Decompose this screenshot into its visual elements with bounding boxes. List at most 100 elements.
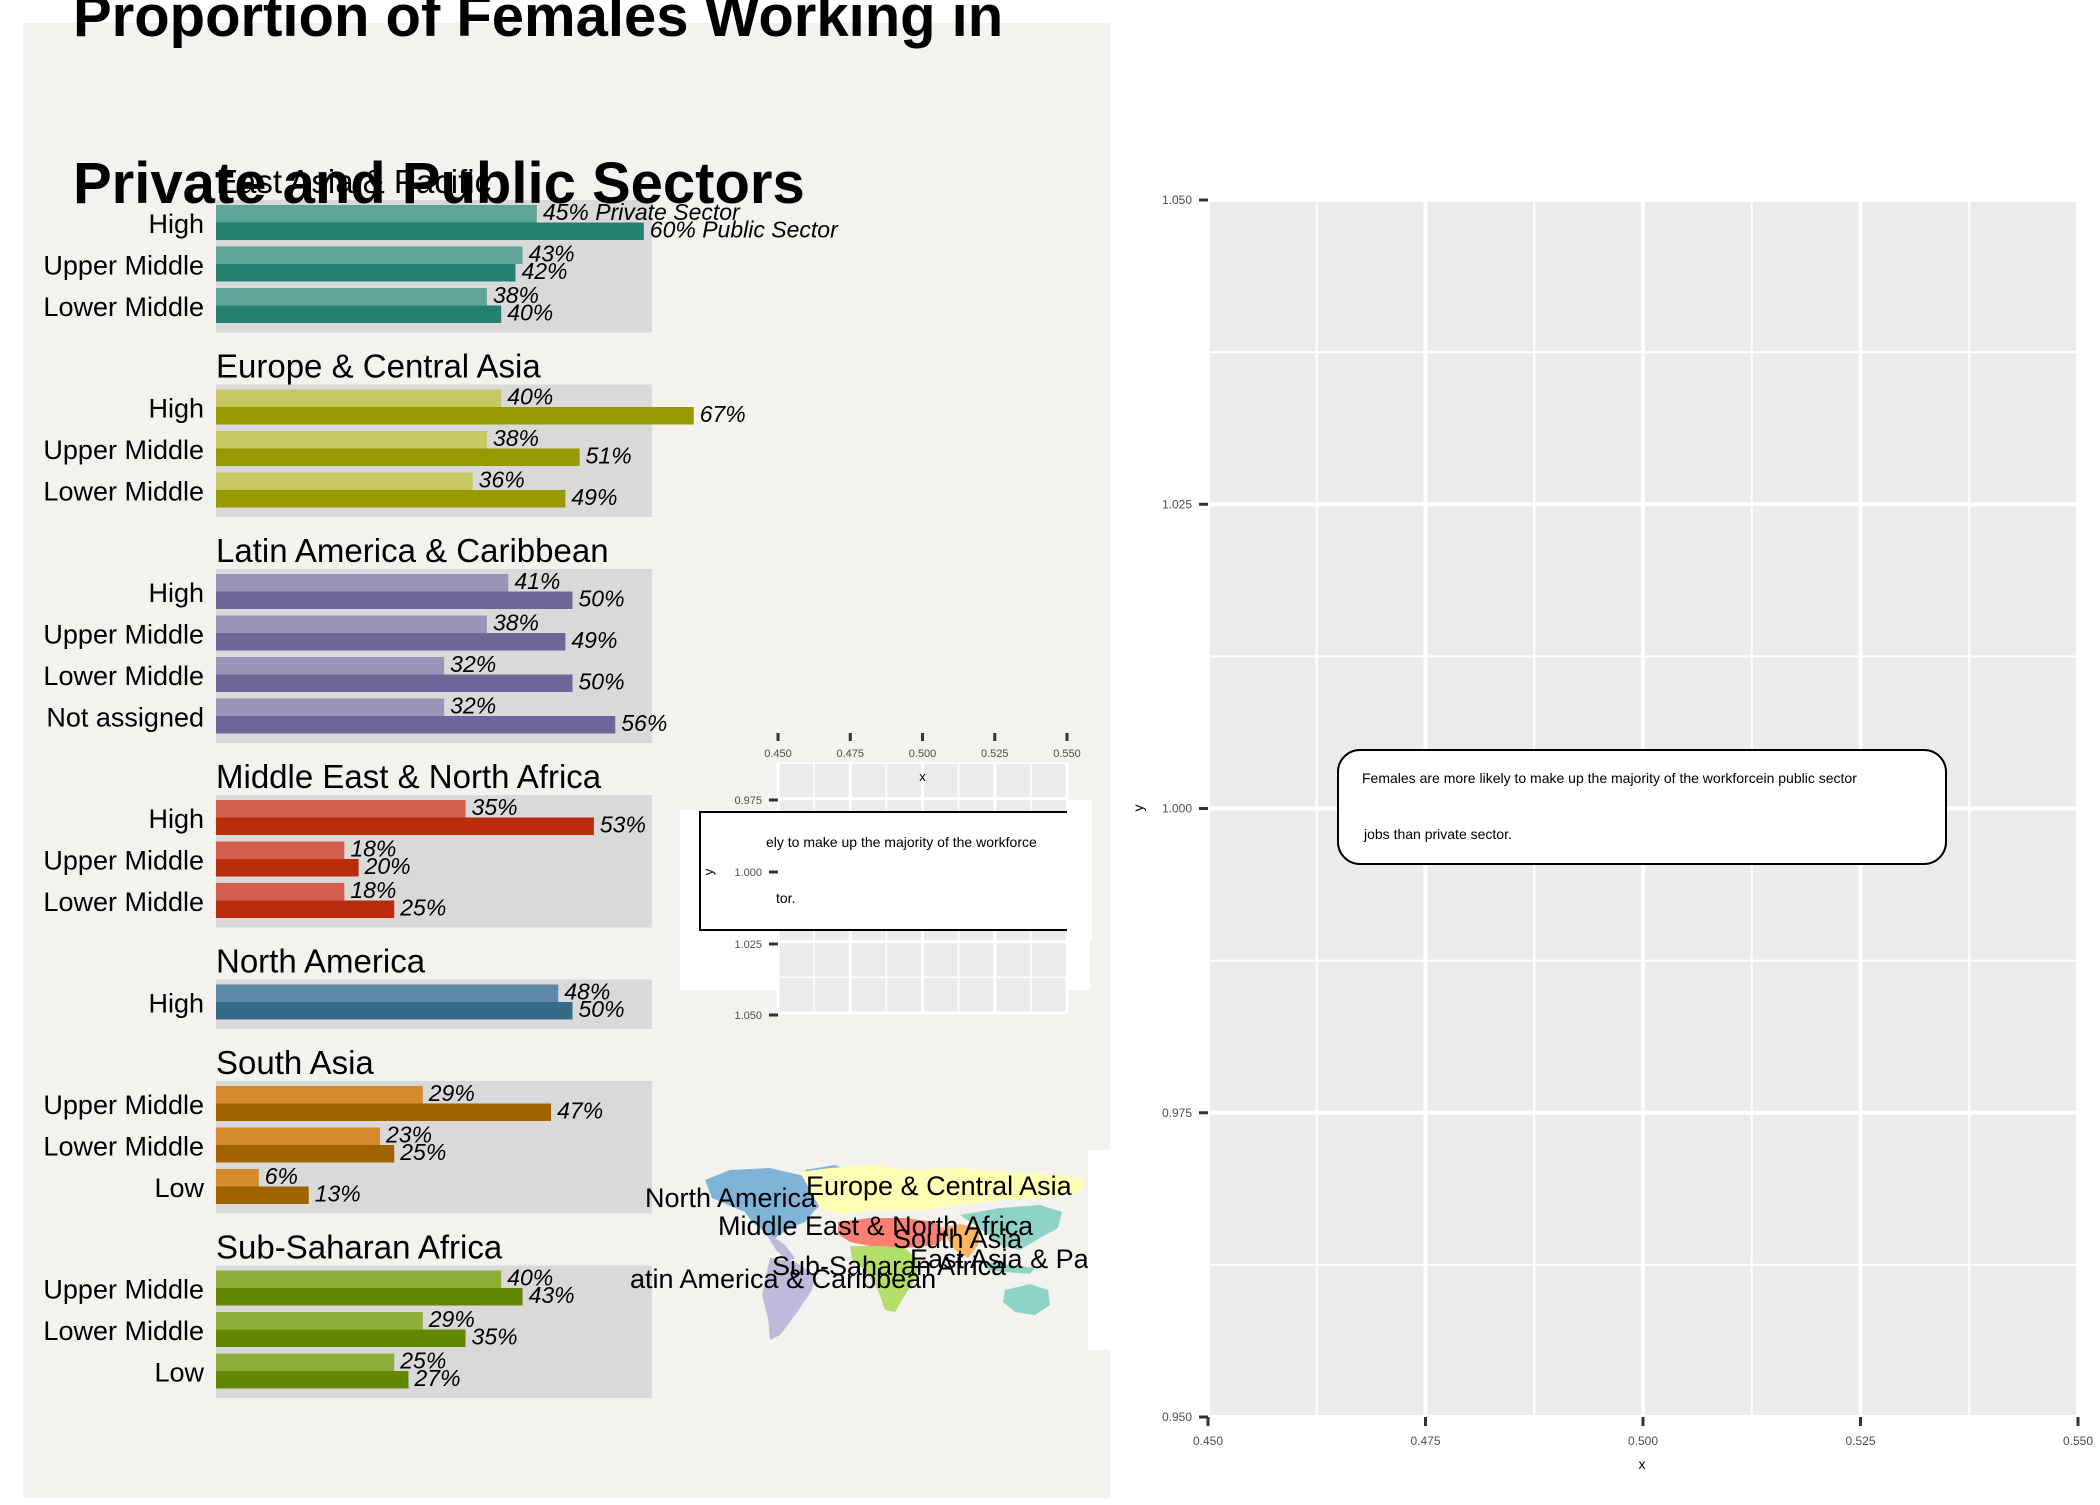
value-label-public: 49% xyxy=(571,627,617,653)
bar-public xyxy=(216,1288,523,1306)
annotation-plot: Females are more likely to make up the m… xyxy=(1130,193,2093,1472)
income-group-label: High xyxy=(148,209,204,239)
x-tick-label: 0.550 xyxy=(2063,1434,2093,1448)
map-label-south-asia: South Asia xyxy=(893,1224,1023,1254)
region-title: Latin America & Caribbean xyxy=(216,532,609,569)
value-label-public: 67% xyxy=(700,401,746,427)
bar-public xyxy=(216,222,644,240)
value-label-public: 51% xyxy=(586,443,632,469)
bar-private xyxy=(216,657,445,675)
bar-public xyxy=(216,1002,573,1020)
bar-private xyxy=(216,841,345,859)
bar-public xyxy=(216,633,566,651)
income-group-label: Upper Middle xyxy=(43,1090,204,1120)
value-label-private: 23% xyxy=(385,1122,432,1148)
income-group-label: Low xyxy=(154,1173,204,1203)
map-central-america xyxy=(765,1232,795,1262)
value-label-private: 29% xyxy=(428,1306,475,1332)
bar-private xyxy=(216,1353,395,1371)
bar-public xyxy=(216,859,359,877)
big-plot-annotation-line-2: jobs than private sector. xyxy=(1363,826,1512,842)
value-label-private: 41% xyxy=(514,568,560,594)
income-group-label: Lower Middle xyxy=(43,887,204,917)
y-tick-label: 0.975 xyxy=(734,795,762,807)
map-label-north-america: North America xyxy=(645,1183,817,1213)
bar-public xyxy=(216,817,594,835)
map-north-america xyxy=(705,1168,830,1238)
value-label-public: 25% xyxy=(399,895,446,921)
bar-public xyxy=(216,305,502,323)
bar-public xyxy=(216,674,573,692)
value-label-public: 20% xyxy=(364,853,411,879)
value-label-public: 60% Public Sector xyxy=(650,217,839,243)
bar-private xyxy=(216,800,466,818)
value-label-public: 56% xyxy=(621,710,667,736)
x-tick-label: 0.525 xyxy=(981,748,1009,760)
value-label-private: 32% xyxy=(450,693,496,719)
bar-private xyxy=(216,472,473,490)
income-group-label: Lower Middle xyxy=(43,1132,204,1162)
x-tick-label: 0.475 xyxy=(836,748,864,760)
y-tick-label: 1.025 xyxy=(1162,497,1192,511)
income-group-label: Upper Middle xyxy=(43,846,204,876)
bar-public xyxy=(216,716,616,734)
value-label-private: 36% xyxy=(479,467,525,493)
bar-private xyxy=(216,574,509,592)
bar-public xyxy=(216,591,573,609)
value-label-public: 27% xyxy=(414,1365,461,1391)
bar-private xyxy=(216,1169,259,1187)
title-line-2: Private and Public Sectors xyxy=(73,151,805,216)
region-title: South Asia xyxy=(216,1044,374,1081)
value-label-public: 42% xyxy=(521,258,567,284)
bar-public xyxy=(216,490,566,508)
map-europe-central-asia xyxy=(800,1165,1085,1214)
bar-public xyxy=(216,407,694,425)
big-plot-axes: 0.450 0.475 0.500 0.525 0.550 1.050 1.025 1.000… xyxy=(1162,193,2093,1448)
income-group-label: Upper Middle xyxy=(43,435,204,465)
map-label-latin-america-caribbean: atin America & Caribbean xyxy=(630,1264,936,1294)
value-label-private: 38% xyxy=(493,282,539,308)
value-label-public: 40% xyxy=(507,300,553,326)
bar-public xyxy=(216,1329,466,1347)
value-label-private: 6% xyxy=(265,1163,298,1189)
value-label-private: 48% xyxy=(564,979,610,1005)
bar-private xyxy=(216,205,537,223)
bar-private xyxy=(216,1086,423,1104)
income-group-label: Lower Middle xyxy=(43,292,204,322)
value-label-private: 18% xyxy=(350,836,396,862)
x-tick-label: 0.500 xyxy=(909,748,937,760)
income-group-label: Upper Middle xyxy=(43,620,204,650)
value-label-private: 18% xyxy=(350,877,396,903)
value-label-private: 38% xyxy=(493,610,539,636)
title-line-1: Proportion of Females Working in xyxy=(73,0,1003,49)
bar-public xyxy=(216,1186,309,1204)
value-label-private: 38% xyxy=(493,425,539,451)
y-tick-label: 1.000 xyxy=(734,867,762,879)
map-indonesia xyxy=(985,1262,1035,1274)
region-title: Sub-Saharan Africa xyxy=(216,1229,503,1266)
y-tick-label: 1.025 xyxy=(734,939,762,951)
income-group-label: Upper Middle xyxy=(43,251,204,281)
x-tick-label: 0.525 xyxy=(1845,1434,1875,1448)
big-plot-y-axis-title: y xyxy=(1130,805,1146,812)
small-plot-axes: 0.450 0.475 0.500 0.525 0.550 x 0.975 1.000 1.02… xyxy=(701,733,1081,1022)
value-label-public: 35% xyxy=(472,1324,518,1350)
bar-private xyxy=(216,389,502,407)
value-label-private: 45% Private Sector xyxy=(543,199,741,225)
y-tick-label: 1.050 xyxy=(1162,193,1192,207)
map-australia xyxy=(1003,1284,1050,1315)
bar-private xyxy=(216,1127,380,1145)
value-label-private: 29% xyxy=(428,1080,475,1106)
bar-private xyxy=(216,883,345,901)
world-map: North America Europe & Central Asia Midd… xyxy=(630,1150,1128,1350)
y-tick-label: 1.050 xyxy=(734,1010,762,1022)
value-label-public: 13% xyxy=(315,1181,361,1207)
y-tick-label: 0.975 xyxy=(1162,1106,1192,1120)
region-title: Middle East & North Africa xyxy=(216,758,602,795)
map-south-asia xyxy=(940,1224,980,1258)
bars-chart: East Asia & Pacific High 45% Private Secto… xyxy=(43,163,839,1398)
value-label-private: 43% xyxy=(529,241,575,267)
bar-private xyxy=(216,288,487,306)
y-axis-title: y xyxy=(701,868,716,875)
